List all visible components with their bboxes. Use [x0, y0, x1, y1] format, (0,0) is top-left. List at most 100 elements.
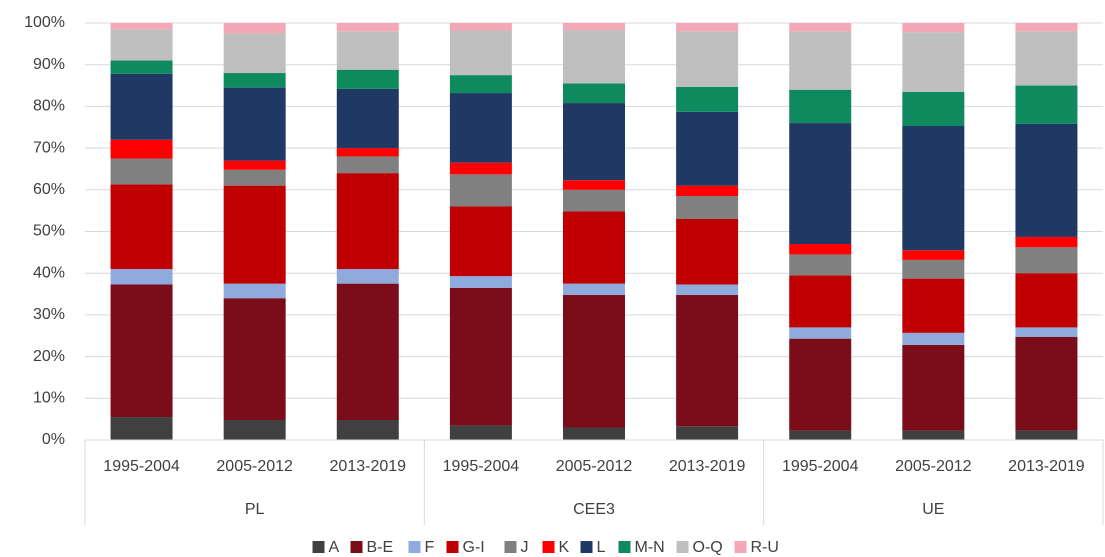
bar-segment — [449, 23, 512, 31]
legend-label: J — [521, 539, 529, 556]
x-tick-label: 2013-2019 — [669, 458, 746, 475]
bar-segment — [676, 426, 739, 440]
y-tick-label: 100% — [24, 14, 65, 31]
bar-segment — [676, 294, 739, 427]
bar-segment — [110, 73, 173, 140]
bar-segment — [789, 31, 852, 90]
bar-segment — [563, 30, 625, 84]
bar-segment — [676, 218, 739, 285]
bar-segment — [1015, 327, 1078, 338]
bar-segment — [449, 276, 512, 288]
y-tick-label: 60% — [33, 181, 65, 198]
x-tick-label: 1995-2004 — [443, 458, 520, 475]
bar-segment — [1015, 23, 1078, 32]
bar-segment — [223, 185, 286, 284]
bar-segment — [1015, 430, 1078, 440]
bar-segment — [789, 254, 852, 276]
bar-segment — [223, 169, 286, 186]
legend-swatch — [542, 541, 555, 553]
legend-swatch — [676, 541, 689, 553]
bar-segment — [110, 60, 173, 74]
bar-segment — [336, 23, 399, 32]
y-tick-label: 90% — [33, 56, 65, 73]
y-tick-label: 70% — [33, 139, 65, 156]
group-label: CEE3 — [573, 501, 615, 518]
bar-segment — [563, 189, 625, 212]
bar-segment — [789, 123, 852, 245]
bar-segment — [449, 174, 512, 207]
bar-segment — [110, 139, 173, 159]
bar-segment — [902, 430, 965, 440]
bar-segment — [336, 69, 399, 89]
bar-segment — [902, 250, 965, 260]
bar-segment — [223, 419, 286, 440]
bar-segment — [676, 111, 739, 186]
bar-segment — [110, 158, 173, 185]
bar-segment — [676, 31, 739, 87]
bar-segment — [563, 211, 625, 284]
x-tick-label: 1995-2004 — [782, 458, 859, 475]
bar-segment — [336, 156, 399, 174]
bar-segment — [449, 425, 512, 440]
legend-label: O-Q — [693, 539, 723, 556]
bar-segment — [223, 298, 286, 420]
bar-segment — [336, 88, 399, 149]
bar-segment — [336, 148, 399, 157]
bar-segment — [902, 259, 965, 279]
legend-swatch — [408, 541, 421, 553]
bar-segment — [223, 87, 286, 161]
legend-label: M-N — [635, 539, 665, 556]
y-tick-label: 0% — [42, 431, 65, 448]
y-tick-label: 80% — [33, 98, 65, 115]
y-tick-label: 10% — [33, 390, 65, 407]
bar-segment — [902, 344, 965, 431]
bar-segment — [563, 23, 625, 31]
x-tick-label: 2005-2012 — [895, 458, 972, 475]
legend-label: G-I — [463, 539, 485, 556]
legend-label: A — [329, 539, 340, 556]
legend-swatch — [580, 541, 593, 553]
bar-segment — [676, 185, 739, 197]
bar-segment — [563, 283, 625, 295]
bar-segment — [563, 427, 625, 440]
bar-segment — [1015, 337, 1078, 431]
legend-swatch — [618, 541, 631, 553]
bar-segment — [676, 196, 739, 219]
y-tick-label: 50% — [33, 223, 65, 240]
bar-segment — [1015, 273, 1078, 328]
bar-segment — [223, 160, 286, 170]
bar-segment — [449, 93, 512, 163]
legend-label: F — [425, 539, 435, 556]
bar-segment — [336, 419, 399, 440]
bar-segment — [449, 75, 512, 94]
bar-segment — [449, 30, 512, 76]
bar-segment — [1015, 247, 1078, 274]
bar-segment — [449, 162, 512, 175]
x-tick-label: 1995-2004 — [103, 458, 180, 475]
legend-label: K — [559, 539, 570, 556]
bar-segment — [1015, 31, 1078, 86]
bar-segment — [789, 23, 852, 32]
bar-segment — [110, 269, 173, 285]
bar-segment — [336, 31, 399, 70]
bar-segment — [110, 23, 173, 30]
bar-segment — [223, 33, 286, 74]
bar-segment — [336, 173, 399, 270]
legend-swatch — [446, 541, 459, 553]
bar-segment — [902, 32, 965, 92]
bar-segment — [563, 294, 625, 428]
x-tick-label: 2013-2019 — [1008, 458, 1085, 475]
bar-segment — [110, 284, 173, 418]
legend-swatch — [350, 541, 363, 553]
bar-segment — [902, 91, 965, 126]
legend-label: B-E — [367, 539, 394, 556]
bar-segment — [676, 284, 739, 295]
bar-segment — [110, 417, 173, 440]
bar-segment — [110, 184, 173, 270]
bar-segment — [789, 244, 852, 255]
group-label: UE — [922, 501, 944, 518]
bar-segment — [902, 332, 965, 345]
bar-segment — [563, 103, 625, 181]
bar-segment — [223, 23, 286, 34]
